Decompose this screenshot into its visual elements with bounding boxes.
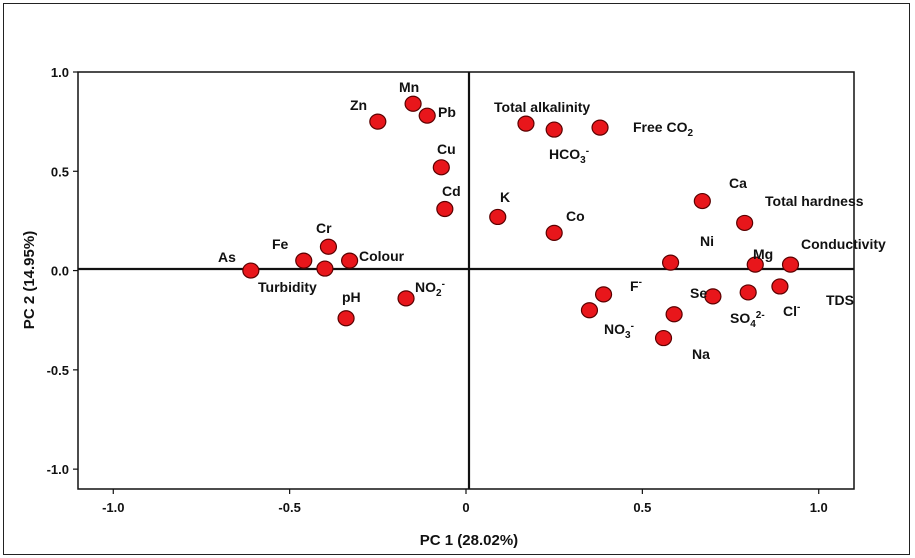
data-point-ni xyxy=(661,254,680,271)
data-point-free-co2 xyxy=(591,119,609,136)
label-tds: TDS xyxy=(826,292,854,308)
label-ca: Ca xyxy=(729,175,747,191)
label-fe: Fe xyxy=(272,236,289,252)
data-point-conductivity xyxy=(781,256,800,273)
x-tick-label: 1.0 xyxy=(810,500,828,515)
x-tick-label: -1.0 xyxy=(102,500,124,515)
label-cu: Cu xyxy=(437,141,456,157)
data-point-mg xyxy=(746,256,764,273)
label-k: K xyxy=(500,189,510,205)
y-tick-label: -0.5 xyxy=(47,363,69,378)
data-point-total-hardness xyxy=(736,214,754,232)
data-point-as xyxy=(242,262,260,279)
y-tick-label: 0.0 xyxy=(51,264,69,279)
x-axis-title: PC 1 (28.02%) xyxy=(420,532,518,549)
label-colour: Colour xyxy=(359,248,405,264)
data-point-se xyxy=(665,306,683,323)
label-pb: Pb xyxy=(438,104,456,120)
label-cl: Cl- xyxy=(783,302,800,319)
label-total-hardness: Total hardness xyxy=(765,193,864,209)
data-point-fe xyxy=(295,252,313,269)
label-cr: Cr xyxy=(316,220,332,236)
data-point-so42- xyxy=(704,288,722,305)
label-turbidity: Turbidity xyxy=(258,279,317,295)
label-na: Na xyxy=(692,346,710,362)
data-point-ca xyxy=(693,192,711,210)
data-point-tds xyxy=(771,278,789,295)
label-total-alkalinity: Total alkalinity xyxy=(494,99,590,115)
label-as: As xyxy=(218,249,236,265)
data-point-mn xyxy=(404,95,422,112)
figure-frame xyxy=(3,3,910,555)
data-point-cl- xyxy=(739,284,757,301)
data-point-cd xyxy=(436,200,454,218)
x-tick-label: -0.5 xyxy=(278,500,300,515)
label-so4: SO42- xyxy=(730,310,765,330)
data-point-cr xyxy=(319,238,338,255)
data-point-hco3- xyxy=(545,121,563,138)
data-point-co xyxy=(545,224,563,241)
label-se: Se xyxy=(690,285,707,301)
data-point-total-alkalinity xyxy=(517,115,535,132)
label-zn: Zn xyxy=(350,97,367,113)
label-free-co2: Free CO2 xyxy=(633,119,693,139)
label-f: F- xyxy=(630,277,642,294)
label-cd: Cd xyxy=(442,183,461,199)
data-point-colour xyxy=(341,252,359,269)
y-tick-label: -1.0 xyxy=(47,462,69,477)
y-axis-title: PC 2 (14.95%) xyxy=(21,231,38,329)
plot-area xyxy=(77,71,855,490)
data-point-pb xyxy=(418,107,436,124)
y-tick-label: 0.5 xyxy=(51,164,69,179)
label-ph: pH xyxy=(342,289,361,305)
data-point-na xyxy=(654,329,673,347)
data-point-k xyxy=(489,208,507,226)
data-point-no3- xyxy=(580,302,599,319)
label-no3: NO3- xyxy=(604,321,634,341)
data-point-ph xyxy=(337,310,355,327)
label-hco3: HCO3- xyxy=(549,146,589,166)
data-point-zn xyxy=(369,113,387,130)
label-conductivity: Conductivity xyxy=(801,236,886,252)
label-mg: Mg xyxy=(753,246,773,262)
data-point-f- xyxy=(594,286,613,303)
x-tick-label: 0.5 xyxy=(633,500,651,515)
y-tick-label: 1.0 xyxy=(51,65,69,80)
data-point-turbidity xyxy=(316,260,334,277)
data-point-cu xyxy=(432,159,450,176)
label-co: Co xyxy=(566,208,585,224)
label-mn: Mn xyxy=(399,79,419,95)
data-point-no2- xyxy=(397,290,415,307)
x-tick-label: 0 xyxy=(462,500,469,515)
label-no2: NO2- xyxy=(415,279,445,299)
label-ni: Ni xyxy=(700,233,714,249)
